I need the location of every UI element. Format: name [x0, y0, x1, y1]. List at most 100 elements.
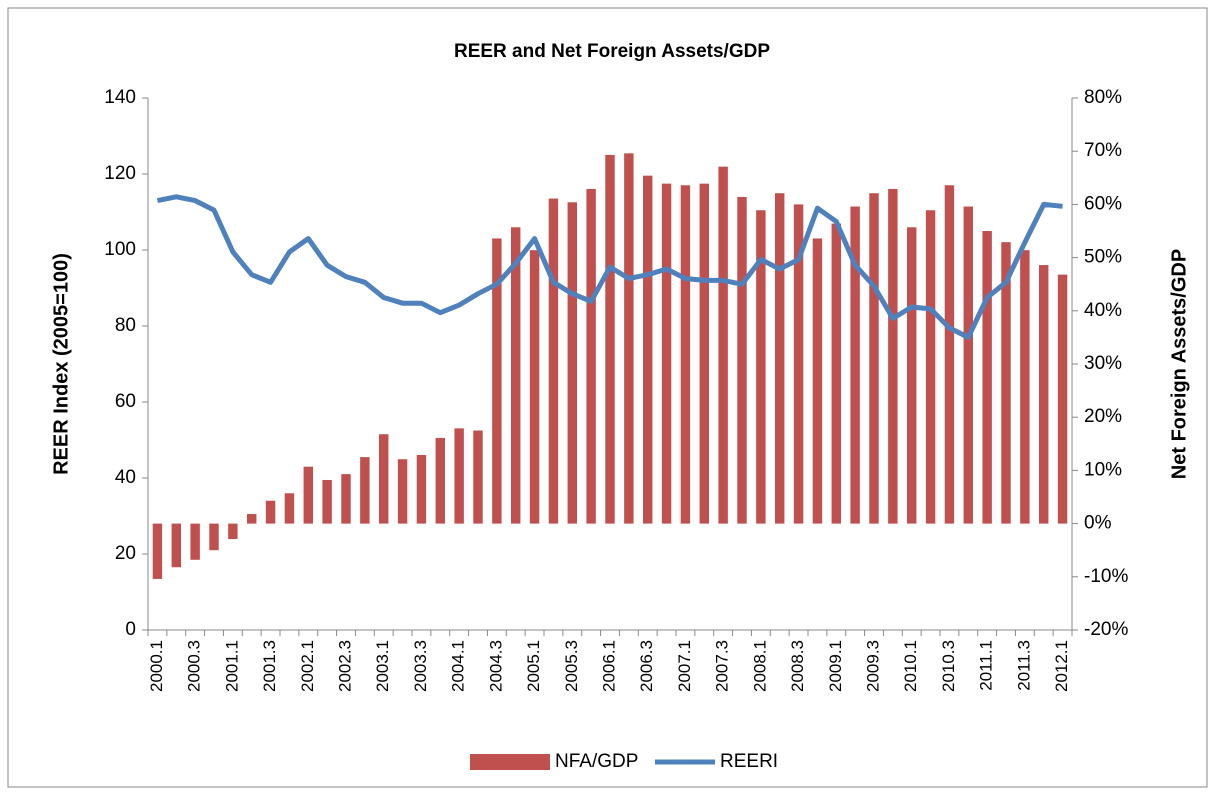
x-tick-label: 2005.1 — [524, 640, 543, 692]
y-tick-label: 80 — [115, 315, 136, 336]
x-tick-label: 2006.3 — [637, 640, 656, 692]
y-tick-label: 40 — [115, 467, 136, 488]
x-tick-label: 2008.3 — [788, 640, 807, 692]
y-tick-label: 120 — [104, 163, 136, 184]
bar — [228, 523, 238, 540]
x-tick-label: 2002.1 — [298, 640, 317, 692]
bar — [1001, 242, 1011, 524]
x-tick-label: 2008.1 — [750, 640, 769, 692]
bar — [756, 210, 766, 524]
bar — [963, 206, 973, 524]
bar — [775, 193, 785, 524]
bar — [284, 493, 295, 524]
line — [156, 194, 1063, 340]
bar — [812, 238, 823, 524]
y-tick-label: 60 — [115, 391, 136, 412]
bar — [473, 430, 483, 524]
x-tick-label: 2004.1 — [449, 640, 468, 692]
bar — [265, 500, 276, 524]
bar — [322, 479, 332, 524]
bar — [171, 523, 181, 568]
bar — [303, 466, 313, 524]
x-tick-label: 2001.3 — [260, 640, 279, 692]
y-tick-label: 140 — [104, 87, 136, 108]
bar — [360, 457, 370, 524]
bar — [925, 210, 936, 524]
y2-tick-label: 0% — [1084, 513, 1112, 534]
x-tick-label: 2007.1 — [675, 640, 694, 692]
bar — [511, 227, 521, 524]
bar — [492, 238, 502, 524]
bar — [586, 188, 596, 524]
bar — [661, 183, 672, 524]
x-tick-label: 2003.1 — [373, 640, 392, 692]
bar — [737, 196, 747, 524]
bar — [643, 175, 653, 524]
bar — [699, 183, 709, 524]
bar — [454, 428, 464, 524]
x-tick-label: 2011.3 — [1014, 640, 1033, 691]
x-tick-label: 2011.1 — [977, 640, 996, 691]
y2-axis-label: Net Foreign Assets/GDP — [1168, 249, 1190, 479]
y2-tick-label: 50% — [1084, 247, 1122, 268]
bar — [379, 434, 389, 524]
chart-title: REER and Net Foreign Assets/GDP — [454, 41, 770, 62]
y2-tick-label: 80% — [1084, 87, 1122, 108]
bar — [152, 523, 163, 579]
y2-tick-label: 10% — [1084, 459, 1122, 480]
bar — [907, 227, 917, 524]
x-tick-label: 2009.3 — [863, 640, 882, 692]
bar — [982, 231, 992, 524]
bar — [869, 193, 879, 524]
y2-tick-label: 60% — [1084, 193, 1122, 214]
bar — [1039, 265, 1049, 524]
bar — [397, 459, 408, 524]
bar — [341, 474, 351, 524]
x-tick-label: 2003.3 — [411, 640, 430, 692]
y2-tick-label: 40% — [1084, 300, 1122, 321]
bar — [567, 202, 577, 524]
bar — [1057, 274, 1068, 524]
bar — [680, 185, 691, 524]
bar — [605, 154, 615, 524]
bar — [888, 188, 898, 524]
x-tick-label: 2002.3 — [335, 640, 354, 692]
y-tick-label: 20 — [115, 543, 136, 564]
x-tick-label: 2000.3 — [185, 640, 204, 692]
x-tick-label: 2010.3 — [939, 640, 958, 692]
legend-swatch — [470, 754, 550, 770]
bar — [718, 166, 728, 524]
bar — [944, 185, 955, 524]
bar — [416, 454, 427, 524]
y2-tick-label: -10% — [1084, 566, 1128, 587]
bar — [209, 523, 219, 551]
x-tick-label: 2007.3 — [713, 640, 732, 692]
y2-tick-label: 30% — [1084, 353, 1122, 374]
legend-label: NFA/GDP — [555, 751, 638, 772]
x-tick-label: 2001.1 — [222, 640, 241, 692]
bar — [831, 223, 841, 524]
bar — [548, 198, 559, 524]
y2-tick-label: -20% — [1084, 619, 1128, 640]
bar — [793, 204, 804, 524]
y-axis-label: REER Index (2005=100) — [50, 253, 72, 475]
y-tick-label: 100 — [104, 239, 136, 260]
x-tick-label: 2004.3 — [486, 640, 505, 692]
x-tick-label: 2010.1 — [901, 640, 920, 692]
legend-label: REERI — [720, 751, 778, 772]
bar — [247, 514, 257, 524]
y2-tick-label: 20% — [1084, 406, 1122, 427]
bar — [435, 437, 445, 524]
bar — [850, 206, 860, 524]
bar — [529, 250, 540, 524]
x-tick-label: 2000.1 — [147, 640, 166, 692]
x-tick-label: 2005.3 — [562, 640, 581, 692]
y2-tick-label: 70% — [1084, 140, 1122, 161]
y-tick-label: 0 — [125, 619, 136, 640]
x-tick-label: 2012.1 — [1052, 640, 1071, 692]
bar — [624, 153, 634, 524]
x-tick-label: 2006.1 — [599, 640, 618, 692]
bar — [190, 523, 200, 560]
x-tick-label: 2009.1 — [826, 640, 845, 692]
